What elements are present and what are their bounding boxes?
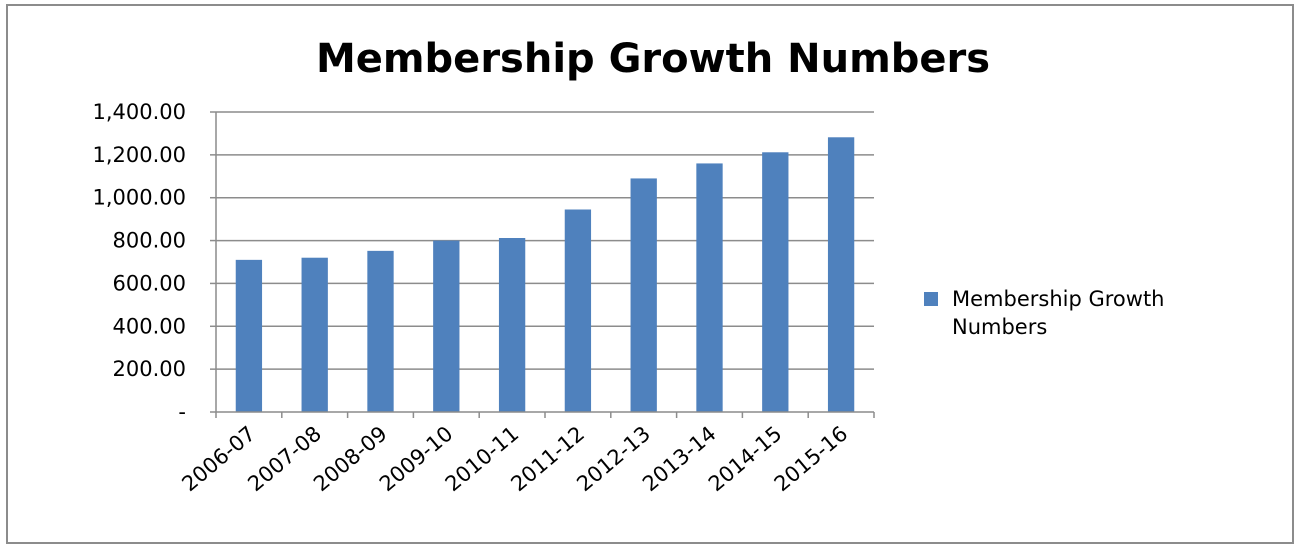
y-tick-label: 200.00 bbox=[113, 357, 186, 381]
y-tick-label: 600.00 bbox=[113, 271, 186, 295]
bar-2006-07 bbox=[235, 259, 263, 412]
bar-2011-12 bbox=[564, 209, 592, 412]
chart-frame: Membership Growth Numbers - 200.00 400.00 6… bbox=[6, 4, 1294, 544]
legend-swatch bbox=[924, 292, 938, 306]
chart-svg: Membership Growth Numbers - 200.00 400.00 6… bbox=[92, 36, 1164, 496]
axes bbox=[210, 111, 875, 418]
bar-2007-08 bbox=[301, 257, 328, 412]
x-tick-label: 2009-10 bbox=[375, 421, 458, 496]
legend: Membership Growth Numbers bbox=[924, 287, 1164, 339]
bars bbox=[235, 137, 855, 413]
bar-2012-13 bbox=[630, 178, 657, 412]
x-tick-label: 2007-08 bbox=[243, 421, 326, 496]
bar-2015-16 bbox=[827, 137, 855, 413]
x-tick-label: 2008-09 bbox=[309, 421, 392, 496]
x-tick-label: 2006-07 bbox=[177, 421, 260, 496]
x-tick-label: 2010-11 bbox=[441, 421, 524, 496]
legend-label-line-2: Numbers bbox=[952, 315, 1047, 339]
x-tick-label: 2012-13 bbox=[572, 421, 655, 496]
x-tick-label: 2014-15 bbox=[704, 421, 787, 496]
y-tick-label: 800.00 bbox=[113, 229, 186, 253]
legend-label-line-1: Membership Growth bbox=[952, 287, 1164, 311]
bar-2014-15 bbox=[762, 152, 789, 413]
y-tick-label: 1,000.00 bbox=[92, 186, 186, 210]
y-tick-label: - bbox=[178, 400, 186, 424]
x-tick-label: 2011-12 bbox=[506, 421, 589, 496]
bar-2008-09 bbox=[367, 250, 394, 412]
x-axis-tick-labels: 2006-072007-082008-092009-102010-112011-… bbox=[177, 421, 852, 496]
y-tick-label: 400.00 bbox=[113, 314, 186, 338]
bar-2010-11 bbox=[498, 238, 526, 412]
bar-2009-10 bbox=[433, 240, 460, 412]
bar-2013-14 bbox=[696, 163, 723, 412]
chart-title: Membership Growth Numbers bbox=[316, 36, 990, 82]
x-tick-label: 2015-16 bbox=[770, 421, 853, 496]
y-tick-label: 1,400.00 bbox=[92, 100, 186, 124]
x-tick-label: 2013-14 bbox=[638, 421, 721, 496]
y-axis-tick-labels: - 200.00 400.00 600.00 800.00 1,000.00 1,200.0… bbox=[92, 100, 186, 424]
y-tick-label: 1,200.00 bbox=[92, 143, 186, 167]
